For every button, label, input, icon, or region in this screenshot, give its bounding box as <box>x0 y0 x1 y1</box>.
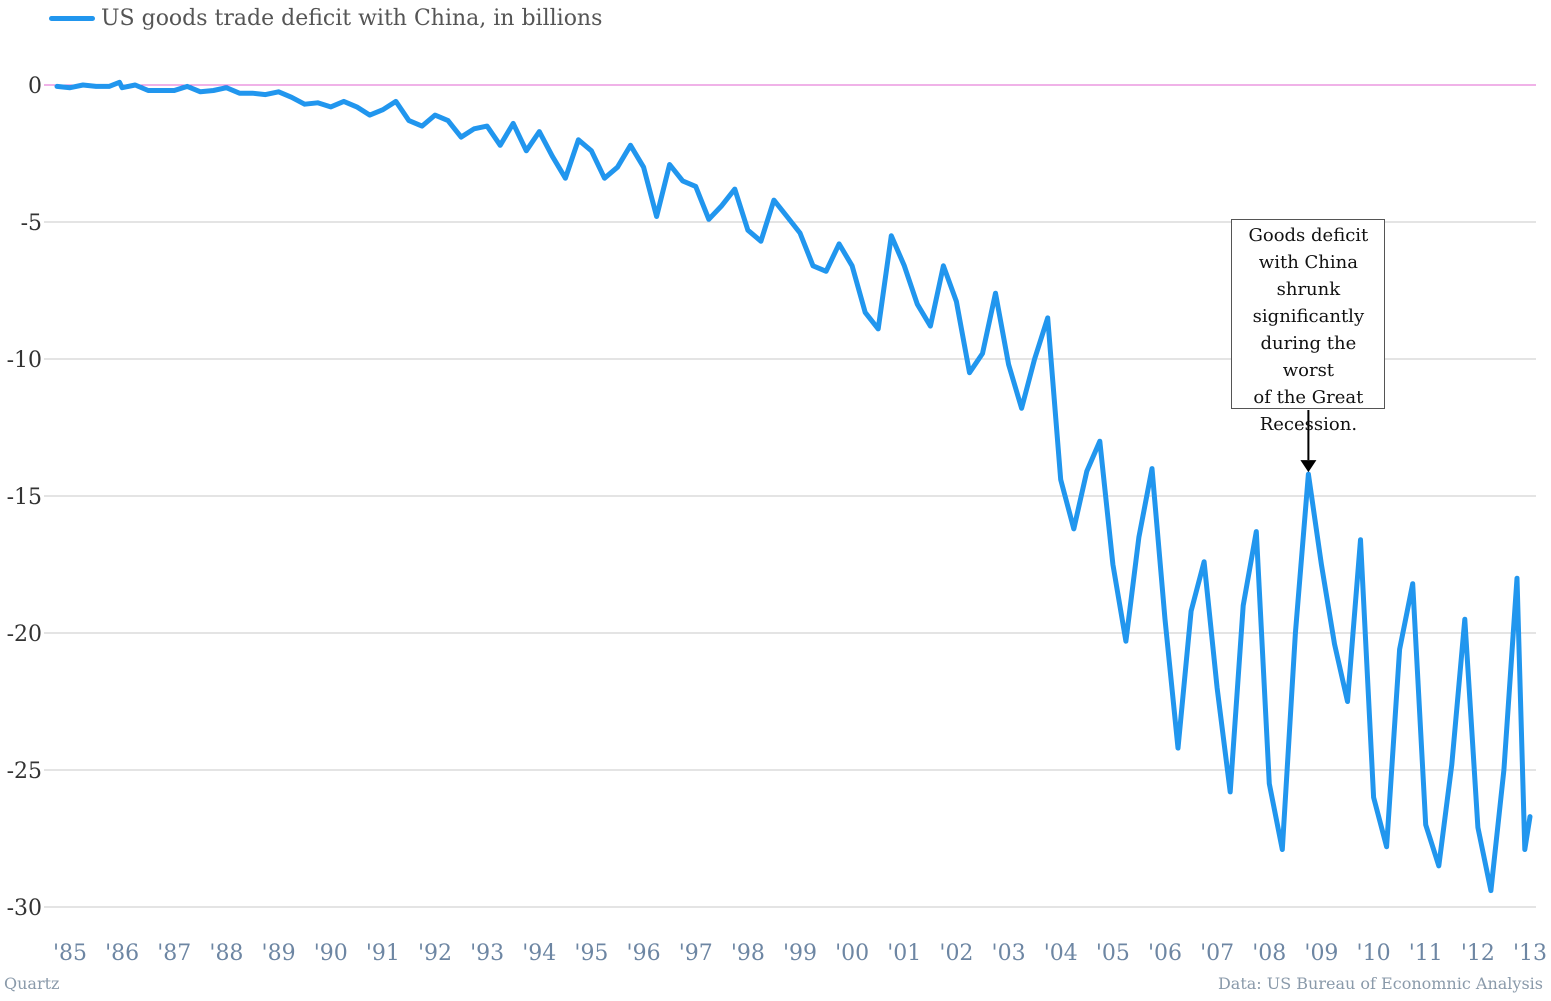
x-tick-label: '09 <box>1304 941 1338 966</box>
x-tick-label: '00 <box>835 941 869 966</box>
y-tick-label: -10 <box>7 348 42 373</box>
y-tick-label: -20 <box>7 622 42 647</box>
x-tick-label: '96 <box>627 941 661 966</box>
footer-data-source: Data: US Bureau of Economnic Analysis <box>1217 974 1543 993</box>
x-tick-label: '94 <box>522 941 556 966</box>
y-axis-ticks: 0 -5 -10 -15 -20 -25 -30 <box>7 74 42 921</box>
x-tick-label: '05 <box>1096 941 1130 966</box>
y-tick-label: 0 <box>28 74 42 99</box>
x-tick-label: '99 <box>783 941 817 966</box>
x-tick-label: '91 <box>366 941 400 966</box>
legend-swatch <box>49 16 95 21</box>
gridlines <box>44 84 1536 908</box>
x-tick-label: '93 <box>470 941 504 966</box>
x-tick-label: '11 <box>1409 941 1443 966</box>
x-tick-label: '13 <box>1513 941 1547 966</box>
annotation-arrow <box>1300 410 1317 473</box>
x-tick-label: '98 <box>731 941 765 966</box>
x-tick-label: '92 <box>418 941 452 966</box>
annotation-box: Goods deficit with China shrunk signific… <box>1231 219 1386 435</box>
annotation-arrow-head <box>1300 460 1317 473</box>
x-tick-label: '95 <box>574 941 608 966</box>
y-tick-label: -30 <box>7 896 42 921</box>
legend: US goods trade deficit with China, in bi… <box>49 6 602 31</box>
x-tick-label: '06 <box>1148 941 1182 966</box>
x-tick-label: '12 <box>1461 941 1495 966</box>
x-tick-label: '10 <box>1357 941 1391 966</box>
legend-label: US goods trade deficit with China, in bi… <box>101 6 603 31</box>
x-tick-label: '88 <box>209 941 243 966</box>
y-tick-label: -5 <box>21 211 42 236</box>
x-tick-label: '03 <box>992 941 1026 966</box>
x-tick-label: '86 <box>105 941 139 966</box>
x-axis-ticks: '85 '86 '87 '88 '89 '90 '91 '92 '93 '94 '95 '96 '97 '… <box>53 941 1547 966</box>
x-tick-label: '02 <box>939 941 973 966</box>
x-tick-label: '90 <box>314 941 348 966</box>
x-tick-label: '08 <box>1252 941 1286 966</box>
x-tick-label: '04 <box>1044 941 1078 966</box>
y-tick-label: -25 <box>7 759 42 784</box>
x-tick-label: '01 <box>887 941 921 966</box>
footer-source-brand: Quartz <box>4 974 60 993</box>
x-tick-label: '89 <box>262 941 296 966</box>
series-line <box>54 79 1533 894</box>
x-tick-label: '87 <box>157 941 191 966</box>
x-tick-label: '97 <box>679 941 713 966</box>
x-tick-label: '07 <box>1200 941 1234 966</box>
y-tick-label: -15 <box>7 485 42 510</box>
x-tick-label: '85 <box>53 941 87 966</box>
series-layer <box>54 79 1533 894</box>
